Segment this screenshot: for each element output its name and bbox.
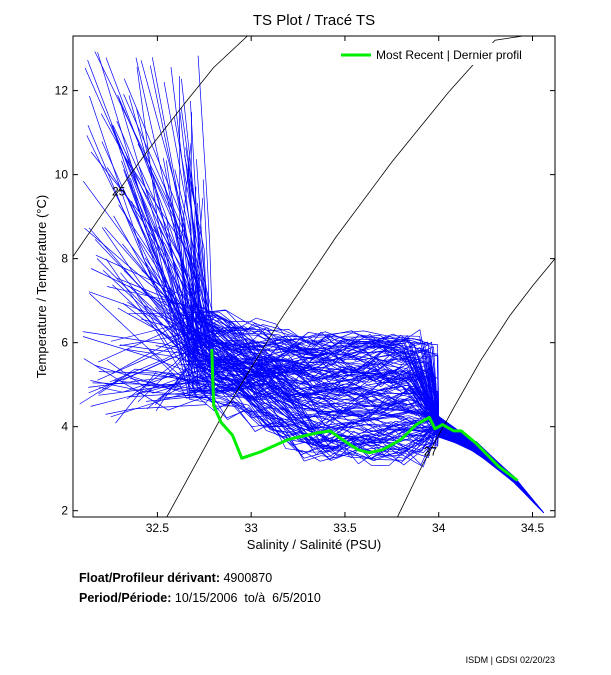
- historical-profile: [105, 258, 544, 514]
- y-tick-label: 8: [61, 252, 68, 266]
- period-value: 10/15/2006 to/à 6/5/2010: [174, 591, 321, 605]
- historical-profile: [181, 78, 514, 478]
- period-label: Period/Période:: [79, 591, 172, 605]
- x-tick-label: 33.5: [333, 521, 357, 535]
- historical-profile: [118, 97, 440, 421]
- recent-profile-layer: [210, 348, 519, 482]
- historical-profile: [135, 57, 514, 483]
- historical-profile: [190, 100, 514, 480]
- x-tick-label: 34.5: [521, 521, 545, 535]
- historical-profile: [161, 332, 439, 432]
- historical-profile: [89, 95, 477, 453]
- y-tick-label: 6: [61, 336, 68, 350]
- y-tick-label: 2: [61, 504, 68, 518]
- historical-profile: [88, 350, 477, 445]
- x-tick-label: 34: [432, 521, 446, 535]
- historical-profile: [115, 371, 207, 424]
- historical-profile: [122, 303, 477, 453]
- historical-profile: [105, 404, 208, 415]
- float-info: Float/Profileur dérivant: 4900870: [79, 571, 272, 585]
- plot-frame: [72, 35, 556, 518]
- historical-profile: [79, 368, 201, 405]
- y-tick-label: 12: [55, 84, 69, 98]
- float-value: 4900870: [223, 571, 273, 585]
- y-tick-label: 4: [61, 420, 68, 434]
- contour-label: 25: [112, 185, 126, 199]
- chart-title: TS Plot / Tracé TS: [253, 12, 375, 29]
- x-tick-label: 33: [244, 521, 258, 535]
- x-tick-label: 32.5: [146, 521, 170, 535]
- historical-profile: [83, 358, 207, 411]
- axes: 32.5 33 33.5 34 34.5 2 4 6 8 10 12: [55, 36, 555, 535]
- historical-profile: [95, 365, 544, 514]
- footer-credit: ISDM | GDSI 02/20/23: [465, 655, 555, 665]
- historical-profile: [98, 378, 544, 514]
- historical-profile: [114, 379, 477, 453]
- y-tick-label: 10: [55, 168, 69, 182]
- y-axis-label: Temperature / Température (°C): [34, 195, 49, 378]
- x-axis-label: Salinity / Salinité (PSU): [247, 537, 381, 552]
- density-contour: [73, 36, 248, 257]
- float-label: Float/Profileur dérivant:: [79, 571, 220, 585]
- legend-box: [336, 43, 550, 65]
- density-contour: [397, 258, 555, 517]
- historical-profile: [188, 269, 477, 447]
- historical-profile: [137, 237, 440, 430]
- historical-profile: [128, 311, 514, 483]
- historical-profile: [88, 375, 214, 392]
- historical-profile: [174, 169, 477, 452]
- legend: Most Recent | Dernier profil: [336, 43, 550, 65]
- historical-profile: [112, 284, 544, 514]
- historical-profile: [112, 324, 514, 478]
- historical-profile: [151, 57, 514, 480]
- historical-profiles: [79, 51, 544, 514]
- historical-profile: [196, 159, 477, 456]
- period-info: Period/Période: 10/15/2006 to/à 6/5/2010: [79, 591, 321, 605]
- historical-profile: [166, 217, 477, 452]
- historical-profile: [193, 284, 544, 514]
- historical-profile: [90, 380, 204, 398]
- historical-profile: [123, 94, 514, 481]
- historical-profile: [104, 226, 477, 448]
- historical-profile: [98, 364, 204, 393]
- contour-label: 27: [424, 444, 438, 458]
- historical-profile: [143, 304, 514, 483]
- historical-profile: [117, 94, 514, 481]
- historical-profile: [113, 215, 440, 429]
- legend-label: Most Recent | Dernier profil: [376, 48, 522, 62]
- historical-profile: [110, 387, 207, 418]
- historical-profile: [90, 151, 544, 514]
- most-recent-profile: [210, 348, 519, 482]
- historical-profile: [100, 113, 544, 514]
